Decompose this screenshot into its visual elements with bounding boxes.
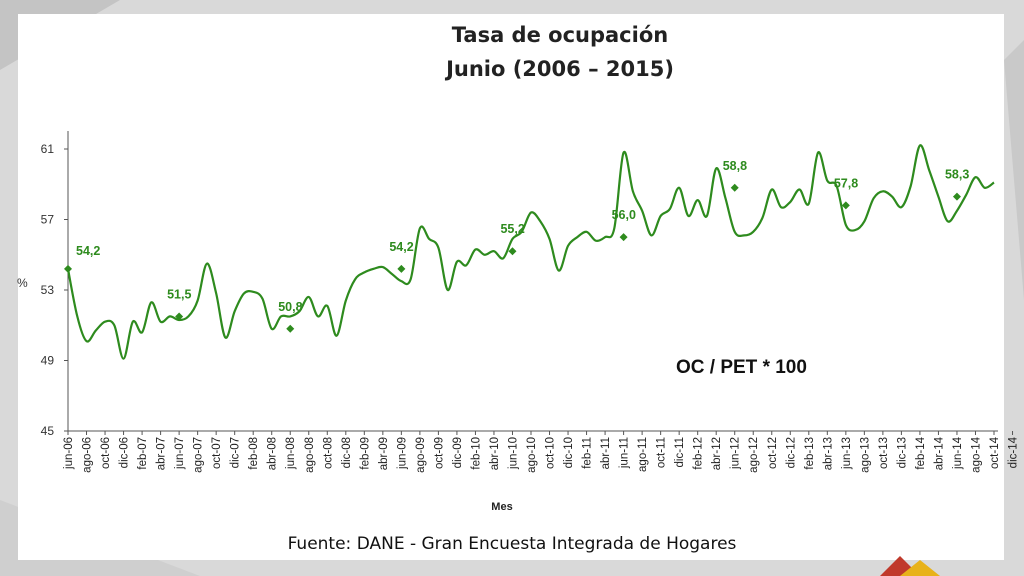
x-tick-label: abr-14 xyxy=(933,436,945,470)
x-tick-label: jun-14 xyxy=(952,436,964,470)
y-tick-label: 53 xyxy=(41,283,55,297)
source-note: Fuente: DANE - Gran Encuesta Integrada d… xyxy=(287,534,737,554)
formula-annotation: OC / PET * 100 xyxy=(676,357,807,378)
x-tick-label: oct-09 xyxy=(433,437,445,469)
x-tick-label: dic-13 xyxy=(896,437,908,468)
x-tick-label: ago-07 xyxy=(193,437,205,473)
x-tick-label: oct-10 xyxy=(545,437,557,469)
title-line-2: Junio (2006 – 2015) xyxy=(446,57,674,81)
x-tick-label: jun-06 xyxy=(63,437,75,470)
x-tick-label: jun-13 xyxy=(841,437,853,470)
x-tick-label: feb-10 xyxy=(470,437,482,470)
data-label: 54,2 xyxy=(389,240,413,254)
x-tick-label: feb-13 xyxy=(804,437,816,470)
data-label: 54,2 xyxy=(76,244,100,258)
x-tick-label: abr-07 xyxy=(156,437,168,470)
x-tick-label: oct-11 xyxy=(656,437,668,468)
x-tick-label: oct-07 xyxy=(211,437,223,469)
data-point-marker xyxy=(286,324,295,333)
data-label: 58,8 xyxy=(723,159,747,173)
data-point-marker xyxy=(64,264,72,273)
x-tick-label: jun-12 xyxy=(730,437,742,470)
x-tick-label: dic-14 xyxy=(1008,436,1020,468)
x-tick-label: ago-06 xyxy=(82,437,94,473)
data-label: 51,5 xyxy=(167,287,191,301)
x-tick-label: ago-11 xyxy=(637,437,649,472)
x-tick-label: abr-09 xyxy=(378,437,390,470)
data-label: 55,2 xyxy=(500,222,524,236)
x-tick-label: ago-08 xyxy=(304,437,316,473)
data-label: 50,8 xyxy=(278,300,302,314)
x-tick-label: jun-11 xyxy=(619,437,631,469)
data-point-marker xyxy=(841,201,850,210)
x-tick-label: jun-07 xyxy=(174,437,186,470)
x-tick-label: dic-12 xyxy=(785,437,797,468)
x-tick-label: oct-08 xyxy=(322,437,334,469)
x-tick-label: dic-07 xyxy=(230,437,242,468)
x-tick-label: feb-09 xyxy=(359,437,371,470)
x-tick-label: oct-13 xyxy=(878,437,890,469)
x-tick-label: oct-12 xyxy=(767,437,779,469)
x-tick-label: dic-06 xyxy=(119,437,131,468)
series-line xyxy=(66,144,995,360)
x-tick-label: jun-08 xyxy=(285,437,297,470)
slide-panel xyxy=(18,14,1004,560)
x-axis-label: Mes xyxy=(491,501,512,513)
x-tick-label: abr-10 xyxy=(489,437,501,470)
x-tick-label: abr-11 xyxy=(600,437,612,469)
x-tick-label: dic-11 xyxy=(674,437,686,467)
x-tick-label: dic-08 xyxy=(341,437,353,468)
x-tick-label: feb-08 xyxy=(248,437,260,470)
x-tick-label: dic-09 xyxy=(452,437,464,468)
y-tick-label: 49 xyxy=(41,354,55,368)
data-label: 58,3 xyxy=(945,168,969,182)
data-point-marker xyxy=(175,312,184,321)
title-line-1: Tasa de ocupación xyxy=(451,23,669,47)
data-point-marker xyxy=(619,233,628,242)
y-tick-label: 57 xyxy=(41,213,55,227)
data-label: 57,8 xyxy=(834,176,858,190)
x-tick-label: ago-10 xyxy=(526,437,538,473)
y-tick-label: 61 xyxy=(41,142,55,156)
x-tick-label: dic-10 xyxy=(563,437,575,468)
x-tick-label: abr-12 xyxy=(711,437,723,470)
x-tick-label: oct-14 xyxy=(989,436,1001,469)
data-point-marker xyxy=(730,183,739,192)
x-tick-label: ago-13 xyxy=(859,437,871,473)
x-tick-label: ago-12 xyxy=(748,437,760,473)
x-tick-label: feb-12 xyxy=(693,437,705,470)
x-tick-label: oct-06 xyxy=(100,437,112,469)
data-point-marker xyxy=(397,264,406,273)
x-tick-label: ago-14 xyxy=(970,436,982,472)
x-tick-label: ago-09 xyxy=(415,437,427,473)
x-tick-label: feb-14 xyxy=(915,436,927,469)
x-tick-label: abr-08 xyxy=(267,437,279,470)
y-axis-label: % xyxy=(17,276,28,290)
data-point-marker xyxy=(508,247,517,256)
y-tick-label: 45 xyxy=(41,424,55,438)
data-label: 56,0 xyxy=(612,208,636,222)
x-tick-label: jun-10 xyxy=(507,437,519,470)
x-tick-label: feb-07 xyxy=(137,437,149,470)
data-point-marker xyxy=(952,192,961,201)
x-tick-label: feb-11 xyxy=(582,437,594,469)
x-tick-label: jun-09 xyxy=(396,437,408,470)
x-tick-label: abr-13 xyxy=(822,437,834,470)
logo-icon xyxy=(880,556,940,576)
